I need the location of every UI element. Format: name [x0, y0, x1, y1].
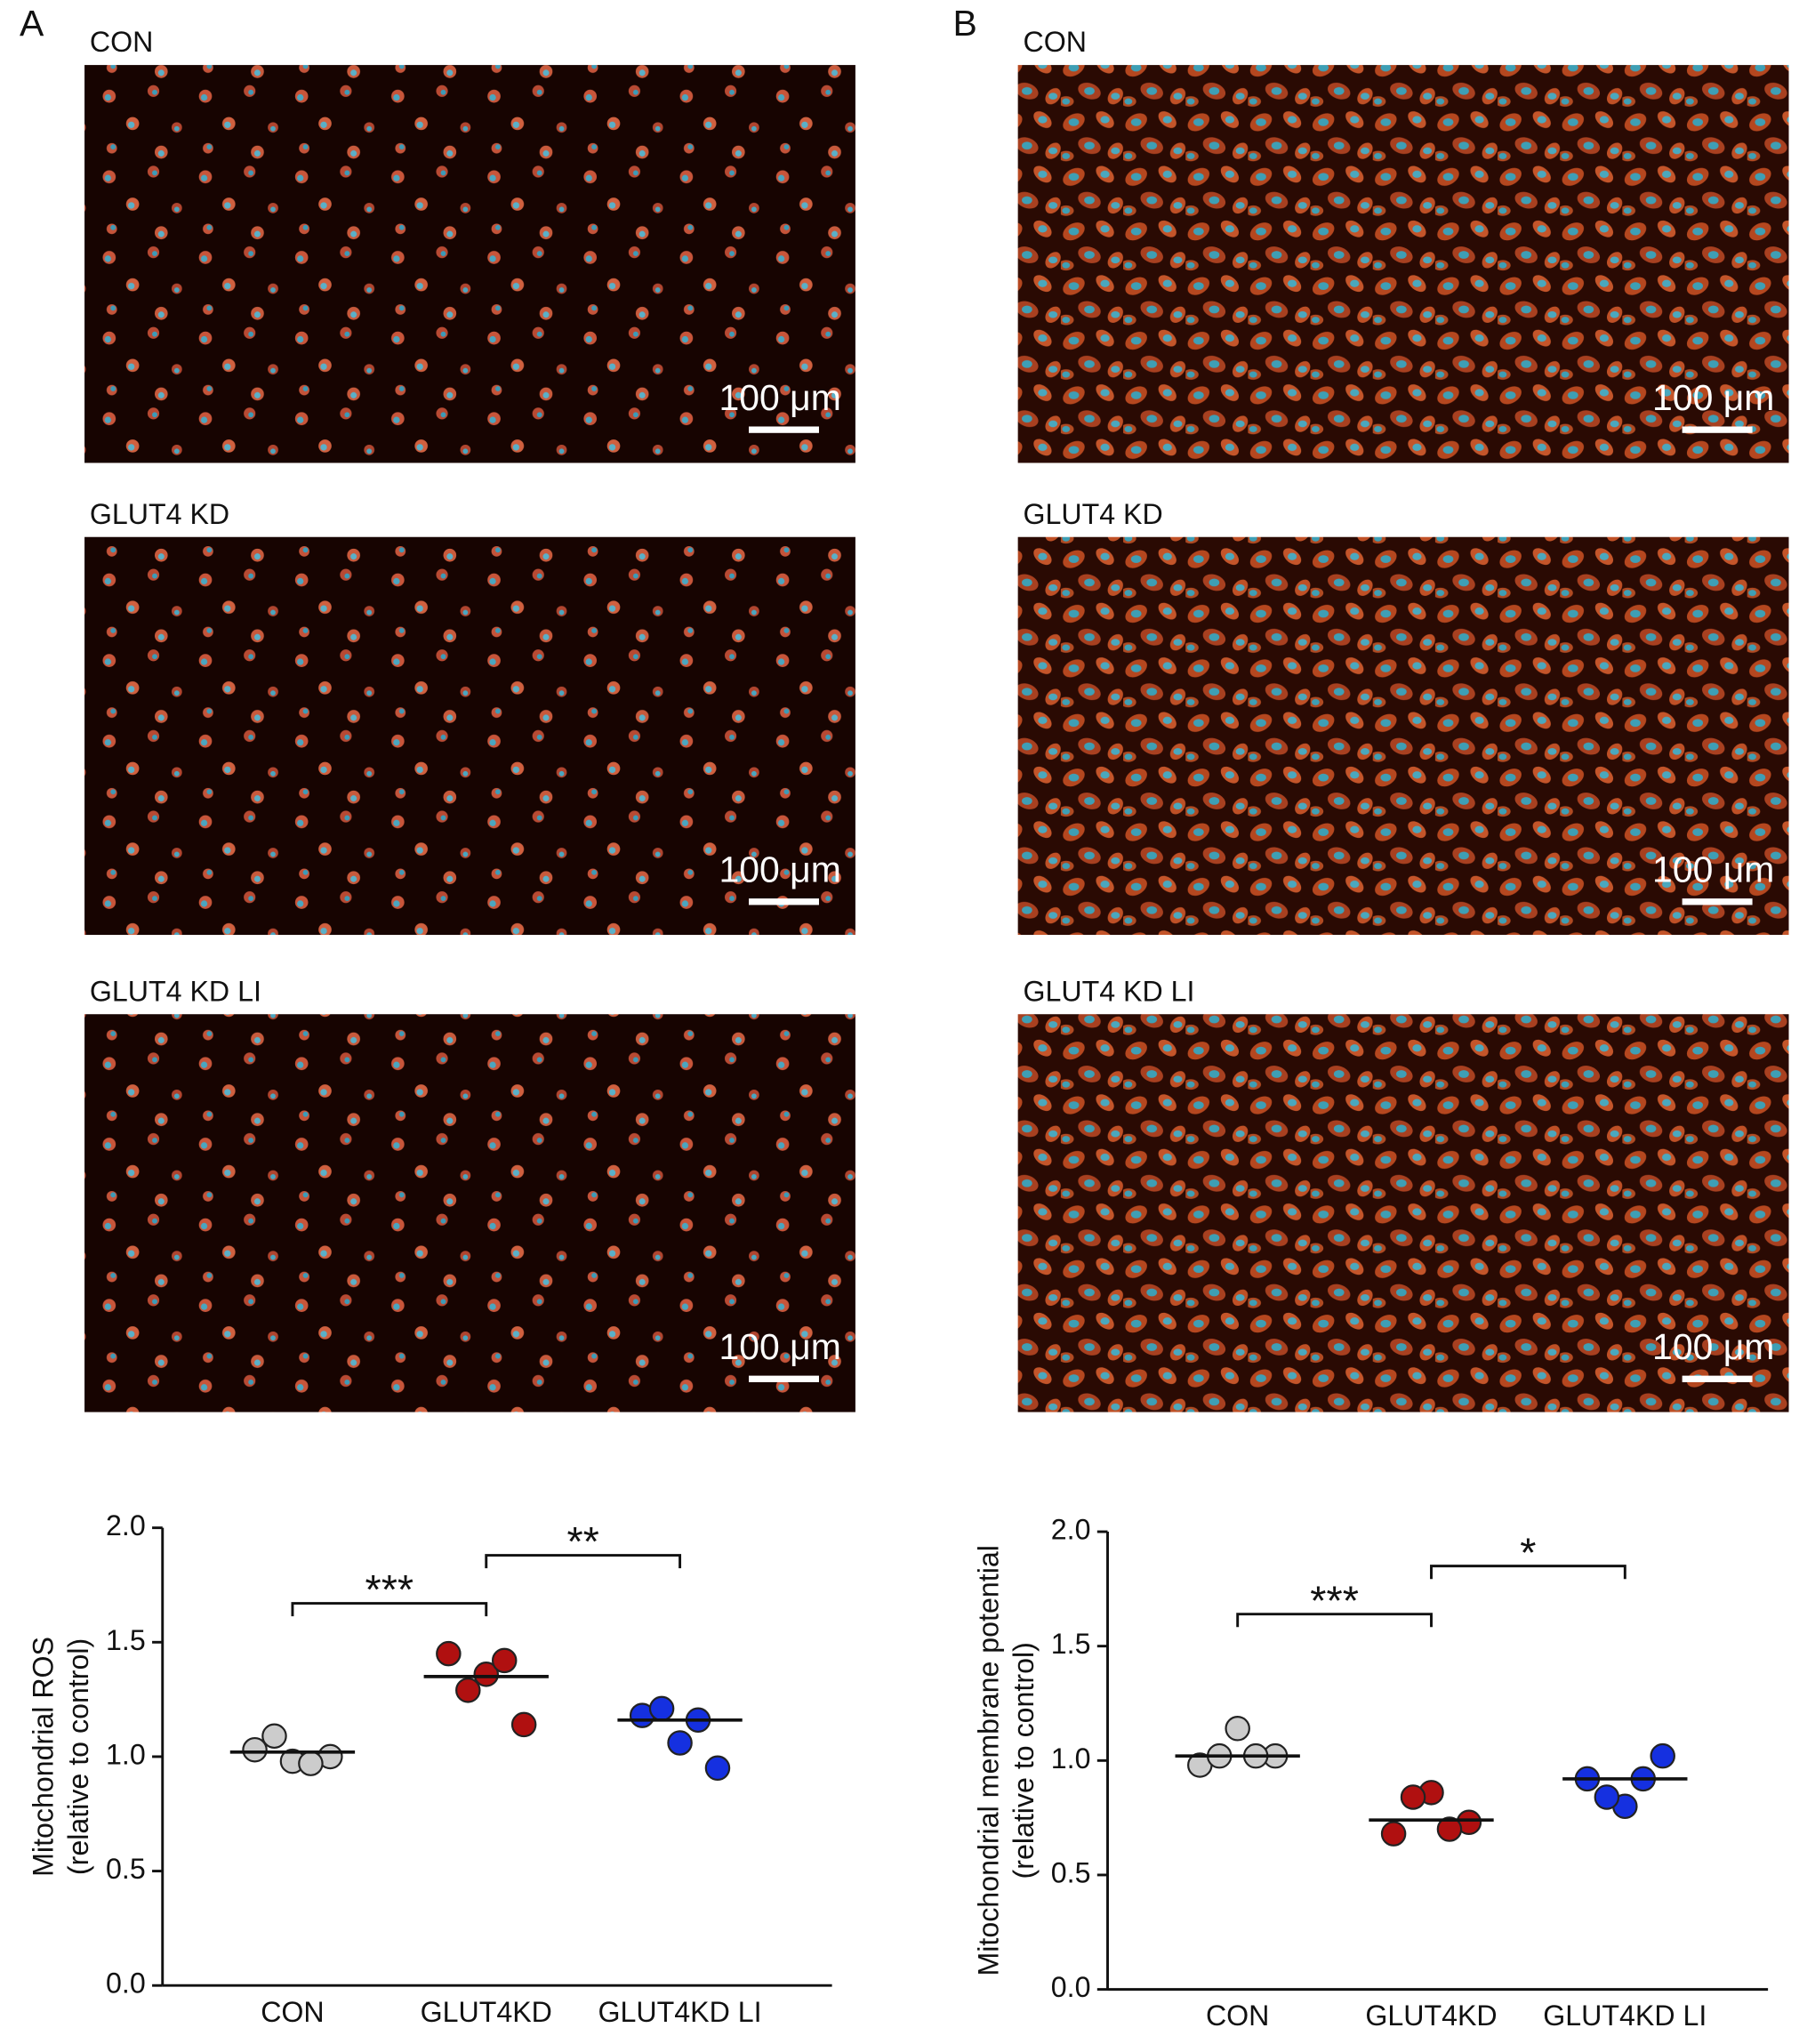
- y-axis-label: (relative to control): [62, 1638, 94, 1875]
- image-caption: GLUT4 KD: [1023, 498, 1162, 530]
- micrograph: [1017, 536, 1789, 936]
- data-point: [1650, 1742, 1675, 1769]
- y-tick-label: 1.0: [1051, 1742, 1091, 1774]
- micrograph: [1017, 1014, 1789, 1412]
- micrograph: [84, 65, 855, 463]
- micrograph: [84, 1014, 855, 1412]
- data-point: [1400, 1784, 1426, 1810]
- scale-bar: [1682, 426, 1753, 433]
- image-caption: CON: [90, 26, 153, 58]
- scale-bar-label: 100 μm: [719, 1326, 840, 1367]
- y-tick-label: 0.5: [1051, 1856, 1091, 1888]
- significance-bracket: [291, 1602, 488, 1617]
- x-tick-label: GLUT4KD: [1365, 2000, 1497, 2032]
- data-point: [1594, 1784, 1620, 1810]
- micrograph: [84, 536, 855, 936]
- scale-bar-label: 100 μm: [1652, 1326, 1774, 1367]
- significance-bracket: [485, 1554, 682, 1569]
- micrograph: [1017, 65, 1789, 463]
- image-caption: GLUT4 KD LI: [90, 975, 261, 1007]
- image-caption: GLUT4 KD: [90, 498, 229, 530]
- panel-label: B: [953, 3, 977, 44]
- significance-bracket: [1236, 1613, 1433, 1628]
- data-point: [491, 1647, 518, 1674]
- y-tick-label: 0.0: [1051, 1971, 1091, 2003]
- data-point: [261, 1723, 287, 1750]
- data-point: [1225, 1716, 1250, 1742]
- y-axis-label: Mitochondrial ROS: [28, 1637, 60, 1877]
- x-tick-label: GLUT4KD LI: [1543, 2000, 1707, 2032]
- y-tick-label: 0.0: [106, 1968, 146, 2000]
- significance-label: ***: [365, 1566, 414, 1613]
- significance-label: ***: [1310, 1577, 1359, 1623]
- x-tick-label: CON: [261, 1996, 324, 2028]
- scale-bar-label: 100 μm: [1652, 849, 1774, 890]
- panel-label: A: [20, 3, 44, 44]
- data-point: [455, 1678, 481, 1703]
- y-tick-label: 1.5: [106, 1624, 146, 1656]
- data-point: [298, 1750, 324, 1776]
- y-tick-label: 1.5: [1051, 1628, 1091, 1660]
- scale-bar: [1682, 898, 1753, 905]
- significance-label: *: [1520, 1529, 1536, 1575]
- x-tick-label: GLUT4KD: [421, 1996, 552, 2028]
- y-tick-label: 1.0: [106, 1738, 146, 1770]
- data-point: [436, 1640, 462, 1667]
- data-point: [473, 1662, 500, 1687]
- scale-bar: [749, 426, 819, 433]
- data-point: [704, 1755, 731, 1782]
- scale-bar: [749, 1375, 819, 1382]
- data-point: [1436, 1816, 1463, 1842]
- data-point: [648, 1695, 675, 1722]
- scale-bar-label: 100 μm: [719, 849, 840, 890]
- data-point: [242, 1736, 268, 1763]
- data-point: [510, 1711, 537, 1738]
- x-tick-label: CON: [1206, 2000, 1269, 2032]
- x-tick-label: GLUT4KD LI: [598, 1996, 762, 2028]
- data-point: [667, 1730, 693, 1756]
- scale-bar: [749, 898, 819, 905]
- scale-bar-label: 100 μm: [719, 377, 840, 418]
- y-axis-label: (relative to control): [1008, 1642, 1040, 1879]
- scale-bar: [1682, 1375, 1753, 1382]
- y-axis-label: Mitochondrial membrane potential: [972, 1545, 1004, 1976]
- data-point: [1380, 1821, 1407, 1847]
- scale-bar-label: 100 μm: [1652, 377, 1774, 418]
- y-tick-label: 2.0: [106, 1509, 146, 1541]
- image-caption: GLUT4 KD LI: [1023, 975, 1194, 1007]
- significance-bracket: [1430, 1565, 1626, 1580]
- y-tick-label: 2.0: [1051, 1514, 1091, 1546]
- significance-label: **: [566, 1518, 598, 1565]
- y-tick-label: 0.5: [106, 1853, 146, 1885]
- image-caption: CON: [1023, 26, 1086, 58]
